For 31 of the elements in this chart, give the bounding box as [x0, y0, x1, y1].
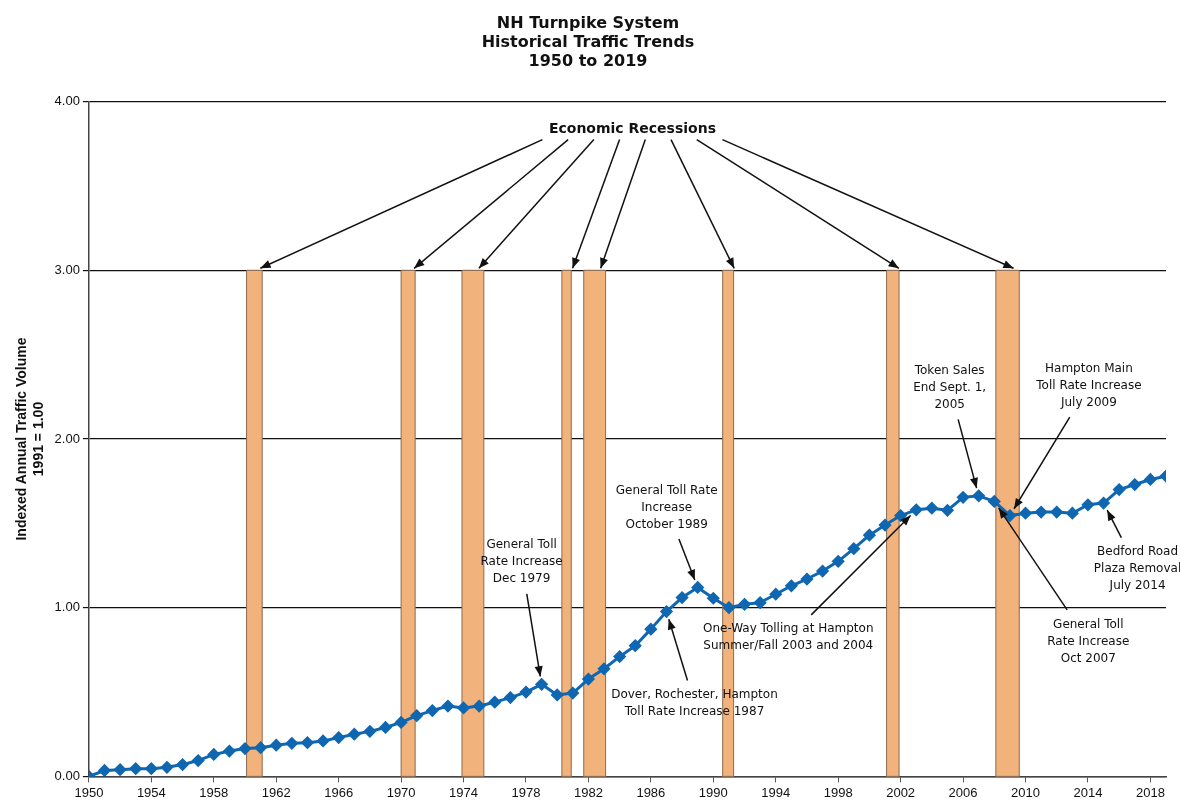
annotation: General Toll Rate Increase October 1989: [615, 482, 718, 531]
x-tick-label: 1958: [199, 784, 229, 800]
x-tick-label: 2002: [886, 784, 916, 800]
x-tick-label: 1978: [511, 784, 541, 800]
x-tick-label: 1966: [324, 784, 354, 800]
annotation: Hampton Main Toll Rate Increase July 2009: [1035, 360, 1142, 409]
x-tick-label: 1982: [573, 784, 603, 800]
x-tick-label: 2010: [1011, 784, 1040, 800]
x-tick-label: 1986: [636, 784, 666, 800]
chart-title: NH Turnpike System Historical Traffic Trends 1950 to 2019: [481, 12, 695, 71]
y-axis-title: Indexed Annual Traffic Volume 1991 = 1.00: [13, 337, 47, 541]
x-tick-label: 1990: [698, 784, 728, 800]
y-tick-label: 4.00: [54, 93, 80, 109]
x-tick-label: 2006: [948, 784, 978, 800]
y-tick-label: 0.00: [54, 767, 80, 783]
x-tick-label: 2018: [1135, 784, 1165, 800]
x-tick-label: 2014: [1073, 784, 1103, 800]
y-tick-label: 1.00: [54, 599, 80, 615]
x-tick-label: 1970: [386, 784, 416, 800]
y-tick-label: 3.00: [54, 261, 80, 277]
x-tick-label: 1962: [261, 784, 291, 800]
x-tick-label: 1998: [823, 784, 853, 800]
x-tick-label: 1954: [136, 784, 166, 800]
y-tick-label: 2.00: [54, 430, 80, 446]
band-label: Economic Recessions: [548, 120, 716, 137]
annotation: General Toll Rate Increase Oct 2007: [1047, 616, 1130, 665]
annotation: Token Sales End Sept. 1, 2005: [913, 362, 987, 411]
x-tick-label: 1950: [74, 784, 104, 800]
x-tick-label: 1994: [761, 784, 791, 800]
x-tick-label: 1974: [449, 784, 479, 800]
annotation: Bedford Road Plaza Removal July 2014: [1093, 544, 1180, 593]
